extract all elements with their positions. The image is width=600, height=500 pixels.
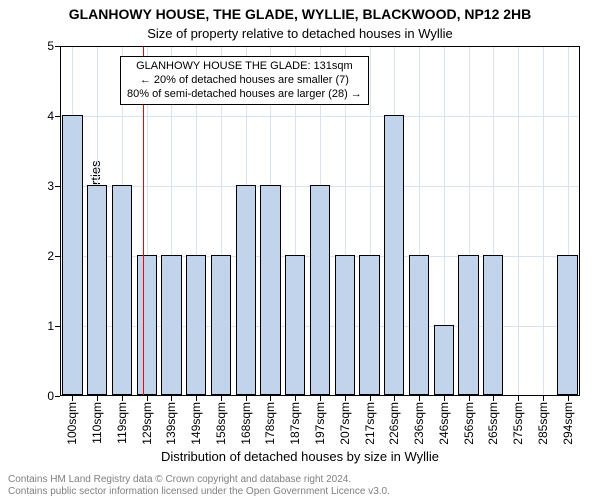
xtick-mark	[320, 396, 321, 401]
xtick-label: 256sqm	[462, 402, 476, 445]
xtick-mark	[444, 396, 445, 401]
xtick-mark	[196, 396, 197, 401]
xtick-mark	[345, 396, 346, 401]
xtick-mark	[72, 396, 73, 401]
xtick-mark	[394, 396, 395, 401]
xtick-label: 110sqm	[90, 402, 104, 444]
xtick-mark	[518, 396, 519, 401]
xtick-mark	[568, 396, 569, 401]
ytick-label: 0	[47, 389, 54, 403]
xtick-label: 187sqm	[288, 402, 302, 445]
chart-container: GLANHOWY HOUSE, THE GLADE, WYLLIE, BLACK…	[0, 0, 600, 500]
ytick-label: 3	[47, 179, 54, 193]
xtick-label: 100sqm	[65, 402, 79, 445]
xtick-mark	[295, 396, 296, 401]
xtick-label: 217sqm	[363, 402, 377, 445]
xtick-mark	[370, 396, 371, 401]
xtick-mark	[221, 396, 222, 401]
chart-title: GLANHOWY HOUSE, THE GLADE, WYLLIE, BLACK…	[0, 6, 600, 22]
xtick-label: 149sqm	[189, 402, 203, 445]
xtick-label: 178sqm	[263, 402, 277, 445]
xtick-label: 246sqm	[437, 402, 451, 445]
ytick-label: 4	[47, 109, 54, 123]
footer-line-1: Contains HM Land Registry data © Crown c…	[8, 474, 390, 486]
xtick-mark	[419, 396, 420, 401]
xtick-label: 285sqm	[536, 402, 550, 445]
xtick-label: 275sqm	[511, 402, 525, 445]
xtick-mark	[171, 396, 172, 401]
footer-line-2: Contains public sector information licen…	[8, 486, 390, 498]
ytick-mark	[55, 396, 60, 397]
xtick-mark	[493, 396, 494, 401]
xtick-label: 119sqm	[115, 402, 129, 444]
xtick-label: 197sqm	[313, 402, 327, 445]
xtick-mark	[543, 396, 544, 401]
xtick-label: 236sqm	[412, 402, 426, 445]
xtick-label: 294sqm	[561, 402, 575, 445]
xtick-mark	[270, 396, 271, 401]
xtick-mark	[147, 396, 148, 401]
ytick-label: 1	[47, 319, 54, 333]
plot-border	[60, 46, 580, 396]
xtick-label: 139sqm	[164, 402, 178, 445]
xtick-mark	[97, 396, 98, 401]
plot-area: 012345100sqm110sqm119sqm129sqm139sqm149s…	[60, 46, 580, 396]
xtick-mark	[469, 396, 470, 401]
xtick-label: 158sqm	[214, 402, 228, 445]
x-axis-label: Distribution of detached houses by size …	[0, 449, 600, 464]
xtick-label: 168sqm	[239, 402, 253, 445]
ytick-label: 5	[47, 39, 54, 53]
xtick-mark	[246, 396, 247, 401]
xtick-label: 265sqm	[486, 402, 500, 445]
footer-text: Contains HM Land Registry data © Crown c…	[8, 474, 390, 498]
ytick-label: 2	[47, 249, 54, 263]
xtick-label: 226sqm	[387, 402, 401, 445]
xtick-mark	[122, 396, 123, 401]
xtick-label: 207sqm	[338, 402, 352, 445]
chart-subtitle: Size of property relative to detached ho…	[0, 26, 600, 41]
xtick-label: 129sqm	[140, 402, 154, 445]
